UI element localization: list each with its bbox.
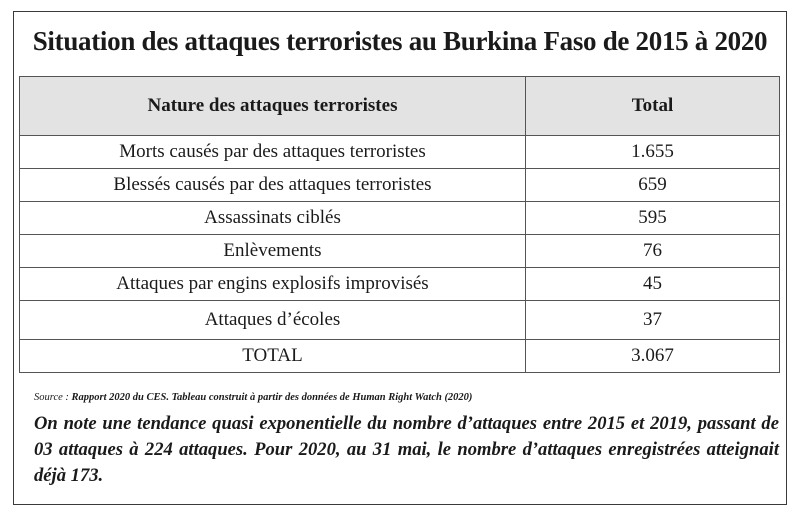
header-nature: Nature des attaques terroristes bbox=[19, 76, 526, 136]
document-frame: Situation des attaques terroristes au Bu… bbox=[13, 11, 787, 505]
table-row: Blessés causés par des attaques terroris… bbox=[19, 168, 780, 202]
cell-total: 37 bbox=[525, 300, 780, 340]
cell-nature: Attaques par engins explosifs improvisés bbox=[19, 267, 526, 301]
cell-total: 659 bbox=[525, 168, 780, 202]
source-text: Rapport 2020 du CES. Tableau construit à… bbox=[71, 392, 473, 403]
cell-total: 3.067 bbox=[525, 339, 780, 373]
cell-nature: Assassinats ciblés bbox=[19, 201, 526, 235]
page-title: Situation des attaques terroristes au Bu… bbox=[32, 26, 768, 56]
cell-total: 1.655 bbox=[525, 135, 780, 169]
cell-nature: Blessés causés par des attaques terroris… bbox=[19, 168, 526, 202]
table-header-row: Nature des attaques terroristes Total bbox=[19, 76, 780, 136]
cell-nature: Attaques d’écoles bbox=[19, 300, 526, 340]
table-row: Morts causés par des attaques terroriste… bbox=[19, 135, 780, 169]
table-row: Attaques par engins explosifs improvisés… bbox=[19, 267, 780, 301]
table-row: Enlèvements 76 bbox=[19, 234, 780, 268]
source-note: Source : Rapport 2020 du CES. Tableau co… bbox=[34, 392, 472, 403]
source-label: Source : bbox=[34, 392, 72, 403]
header-total: Total bbox=[525, 76, 780, 136]
cell-nature: TOTAL bbox=[19, 339, 526, 373]
cell-nature: Morts causés par des attaques terroriste… bbox=[19, 135, 526, 169]
table-row: Assassinats ciblés 595 bbox=[19, 201, 780, 235]
cell-nature: Enlèvements bbox=[19, 234, 526, 268]
cell-total: 45 bbox=[525, 267, 780, 301]
cell-total: 595 bbox=[525, 201, 780, 235]
commentary-paragraph: On note une tendance quasi exponentielle… bbox=[34, 413, 779, 486]
cell-total: 76 bbox=[525, 234, 780, 268]
table-row: Attaques d’écoles 37 bbox=[19, 300, 780, 340]
table-total-row: TOTAL 3.067 bbox=[19, 339, 780, 373]
attacks-table: Nature des attaques terroristes Total Mo… bbox=[19, 76, 780, 373]
